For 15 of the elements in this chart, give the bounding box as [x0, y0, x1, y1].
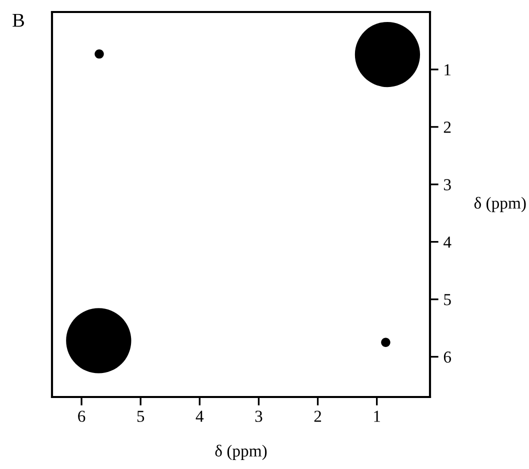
y-tick-label: 3	[444, 179, 451, 190]
x-tick-label: 5	[137, 410, 144, 422]
x-tick-label: 3	[255, 410, 262, 422]
x-tick-label: 2	[314, 410, 322, 422]
y-axis-title: δ (ppm)	[474, 196, 526, 212]
chart-title: B	[12, 14, 24, 27]
x-tick-label: 1	[374, 410, 380, 422]
y-tick-label: 6	[444, 352, 452, 363]
x-tick-label: 4	[196, 410, 204, 422]
x-axis-title: δ (ppm)	[215, 444, 267, 460]
y-tick-label: 1	[444, 64, 451, 76]
x-tick-label: 6	[78, 410, 86, 422]
y-tick-label: 2	[444, 122, 451, 133]
y-tick-label: 5	[444, 294, 451, 306]
y-tick-label: 4	[444, 236, 452, 248]
